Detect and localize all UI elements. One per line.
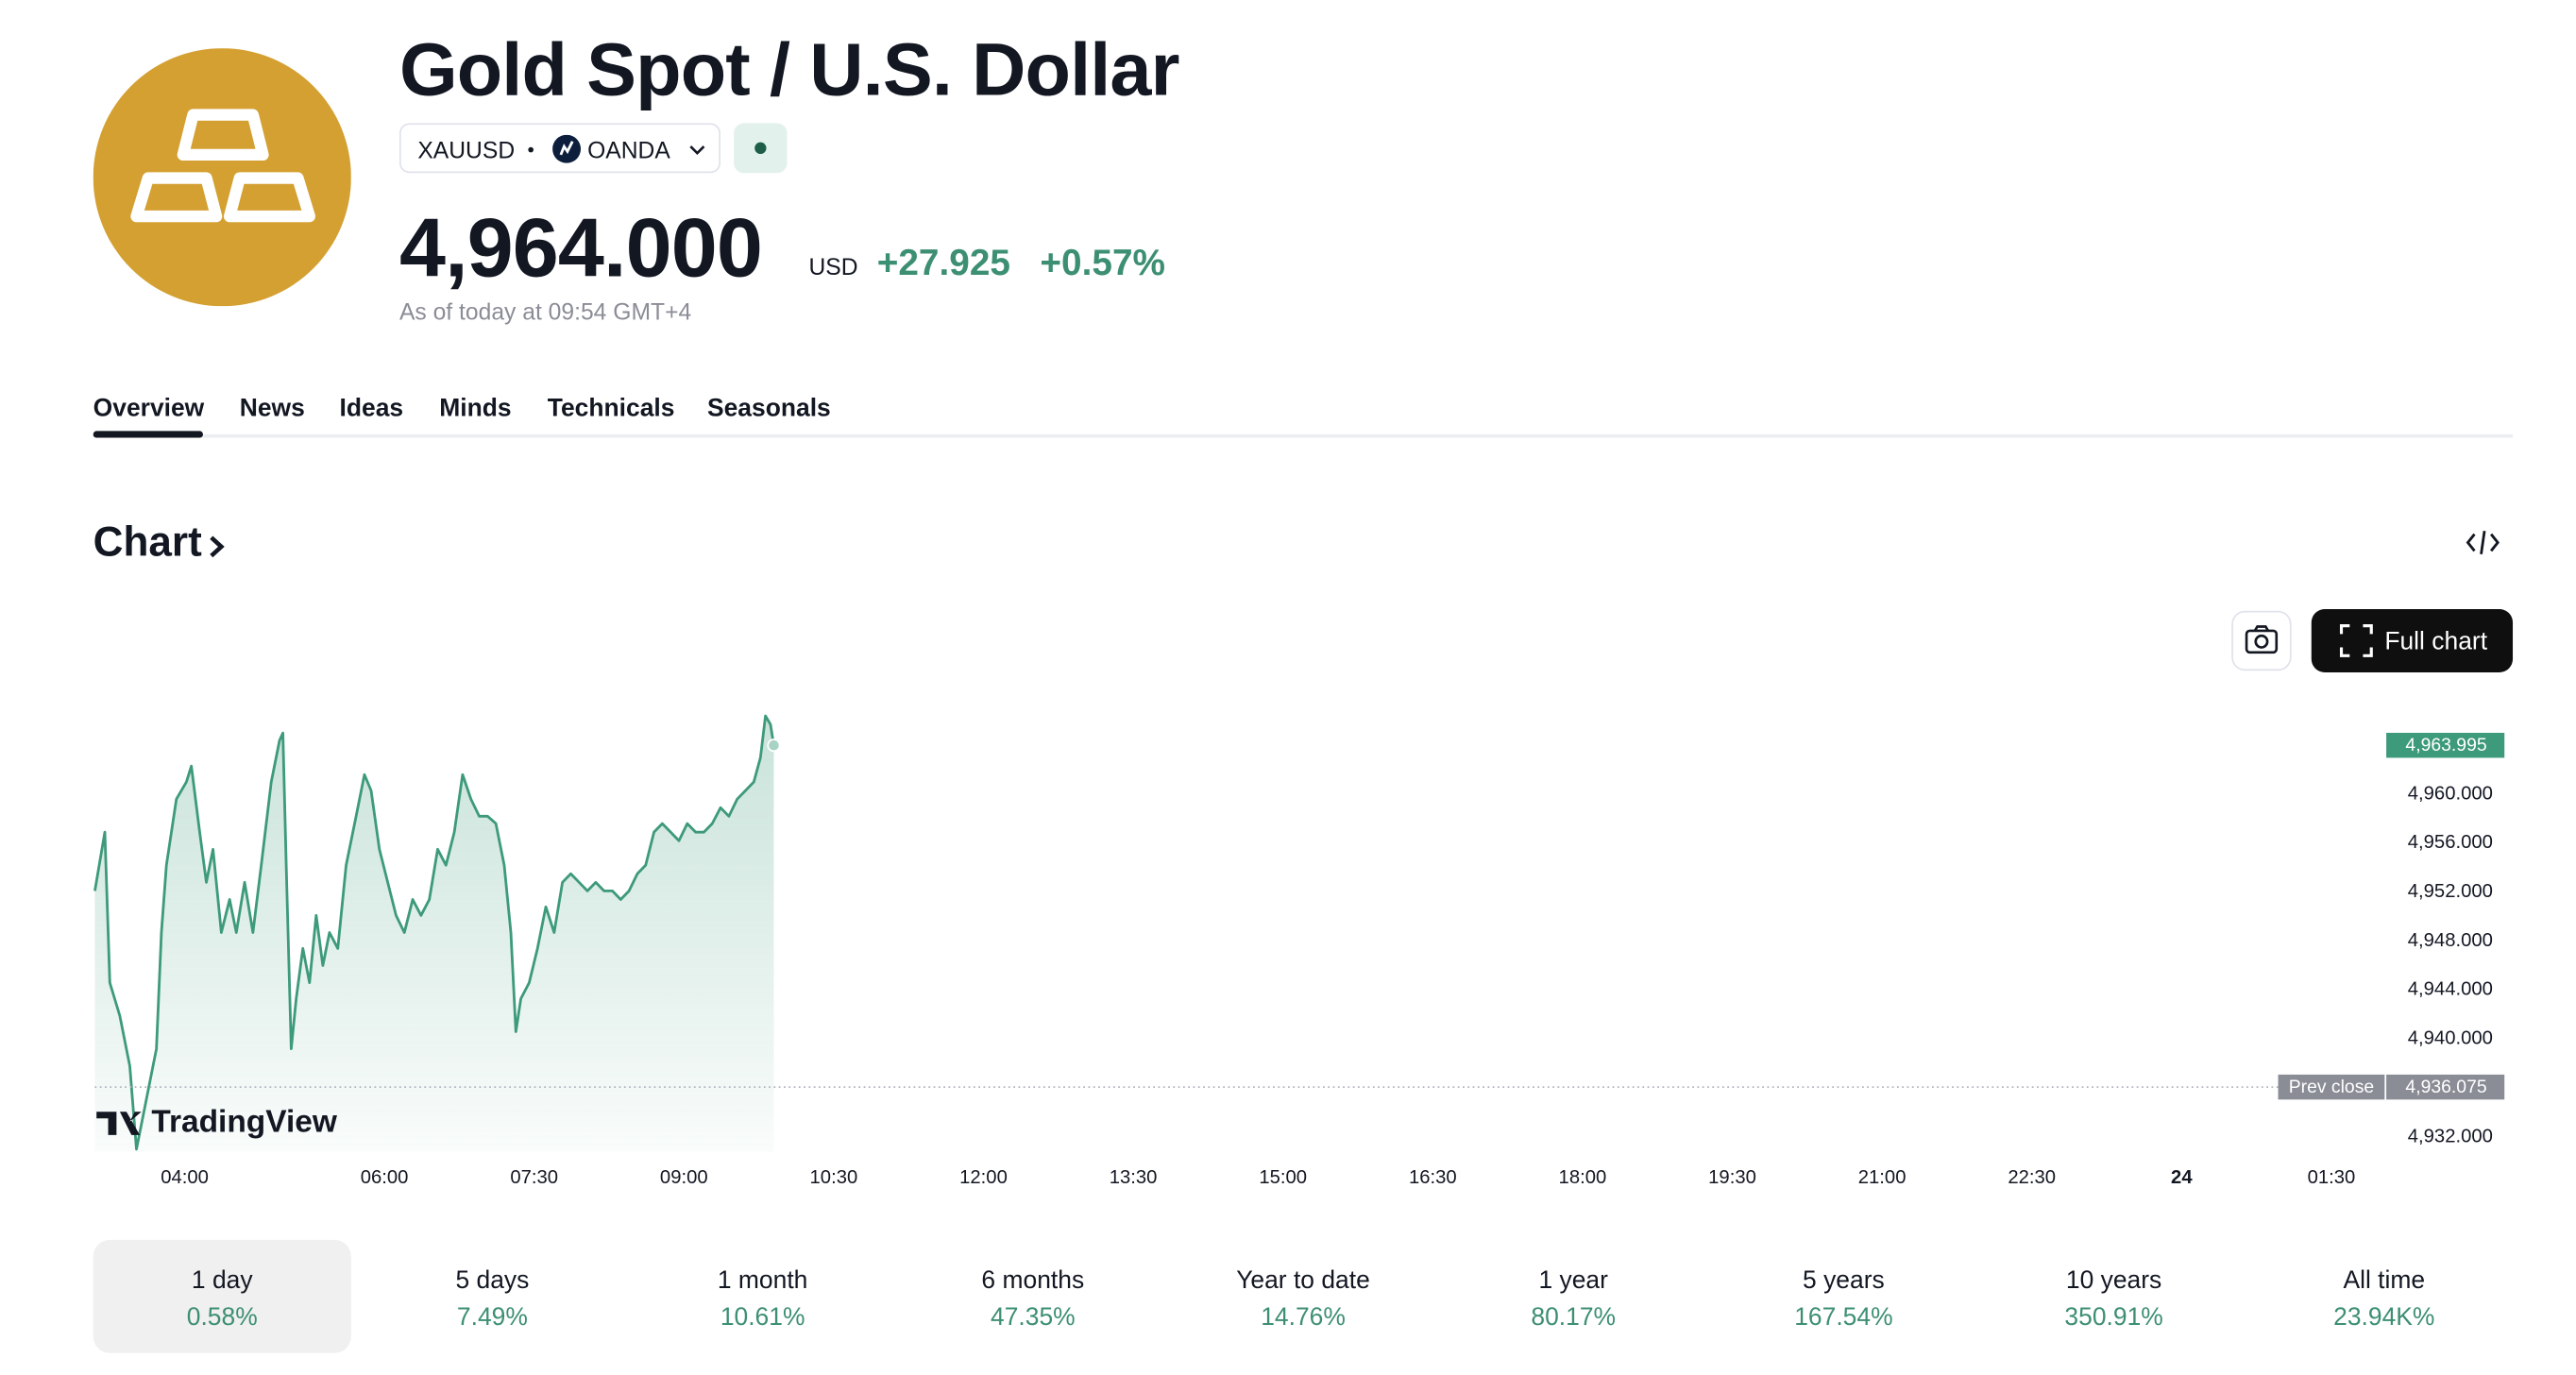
full-chart-button[interactable]: Full chart [2311, 608, 2514, 672]
title: Gold Spot / U.S. Dollar [398, 26, 1180, 112]
x-tick-label: 09:00 [660, 1167, 708, 1188]
period-label: 1 month [717, 1266, 808, 1296]
y-tick-label: 4,960.000 [2408, 783, 2493, 804]
y-tick-label: 4,952.000 [2408, 881, 2493, 902]
x-tick-label: 19:30 [1708, 1167, 1756, 1188]
period-label: 5 days [455, 1266, 530, 1296]
period-label: Year to date [1236, 1266, 1370, 1296]
period-change: 350.91% [2064, 1302, 2163, 1332]
last-price-label: 4,963.995 [2405, 735, 2486, 755]
watermark: TradingView [96, 1104, 338, 1139]
period-change: 7.49% [456, 1302, 528, 1332]
x-tick-label: 04:00 [161, 1167, 209, 1188]
period-button[interactable]: 1 month 10.61% [634, 1240, 891, 1353]
period-button[interactable]: 6 months 47.35% [904, 1240, 1161, 1353]
period-button[interactable]: 5 days 7.49% [364, 1240, 621, 1353]
section-title[interactable]: Chart [93, 518, 202, 567]
price-line [93, 714, 775, 1151]
period-label: 10 years [2065, 1266, 2162, 1296]
x-tick-label: 16:30 [1409, 1167, 1457, 1188]
tab[interactable]: News [239, 394, 305, 423]
tab[interactable]: Technicals [547, 394, 675, 423]
exchange: OANDA [587, 136, 670, 163]
chevron [689, 145, 705, 155]
period-change: 10.61% [720, 1302, 805, 1332]
x-tick-label: 24 [2171, 1167, 2193, 1188]
tab[interactable]: Ideas [339, 394, 404, 423]
period-label: 5 years [1803, 1266, 1885, 1296]
logo [93, 48, 351, 307]
period-change: 167.54% [1794, 1302, 1893, 1332]
period-change: 47.35% [990, 1302, 1076, 1332]
tab[interactable]: Seasonals [706, 394, 831, 423]
button-label: Full chart [2384, 627, 2488, 656]
period-label: 1 day [191, 1266, 253, 1296]
x-tick-label: 18:00 [1559, 1167, 1607, 1188]
period-label: 6 months [981, 1266, 1085, 1296]
prev-close-tag [2278, 1074, 2385, 1100]
prev-close-badge [2386, 1074, 2505, 1100]
market-status[interactable] [734, 123, 788, 174]
y-tick-label: 4,948.000 [2408, 930, 2493, 951]
as-of: As of today at 09:54 GMT+4 [398, 297, 692, 325]
period-button[interactable]: All time 23.94K% [2255, 1240, 2513, 1353]
period-change: 23.94K% [2333, 1302, 2435, 1332]
last-price-badge [2386, 732, 2505, 758]
tab-rule [93, 433, 2514, 438]
y-tick-label: 4,940.000 [2408, 1028, 2493, 1049]
x-tick-label: 15:00 [1259, 1167, 1307, 1188]
snapshot-button[interactable] [2231, 610, 2292, 671]
change-percent: +0.57% [1040, 241, 1166, 283]
x-tick-label: 12:00 [959, 1167, 1008, 1188]
period-change: 80.17% [1531, 1302, 1617, 1332]
section-arrow [210, 535, 225, 558]
period-button[interactable]: 1 year 80.17% [1445, 1240, 1703, 1353]
area-fill [94, 716, 774, 1152]
currency: USD [808, 252, 858, 280]
price: 4,964.000 [398, 201, 763, 295]
prev-close-label: 4,936.075 [2405, 1077, 2486, 1097]
prev-close-name: Prev close [2289, 1077, 2374, 1097]
exchange-icon [552, 134, 582, 163]
x-tick-label: 07:30 [510, 1167, 558, 1188]
last-point [767, 738, 781, 753]
embed-button[interactable] [2465, 526, 2501, 559]
chart: TradingView 04:00 06:00 07:30 09:00 10:30 12:… [93, 714, 2505, 1188]
period-label: All time [2343, 1266, 2426, 1296]
period-change: 0.58% [186, 1302, 258, 1332]
x-tick-label: 06:00 [361, 1167, 409, 1188]
period-button[interactable]: Year to date 14.76% [1174, 1240, 1432, 1353]
watermark-text: TradingView [151, 1104, 337, 1139]
tab[interactable]: Overview [93, 394, 205, 423]
symbol-selector[interactable]: XAUUSD OANDA [398, 123, 721, 174]
period-button[interactable]: 1 day 0.58% [93, 1239, 351, 1353]
period-button[interactable]: 10 years 350.91% [1985, 1240, 2243, 1353]
x-tick-label: 13:30 [1110, 1167, 1158, 1188]
x-tick-label: 22:30 [2008, 1167, 2056, 1188]
tab-indicator [93, 431, 203, 438]
separator [528, 146, 534, 153]
period-button[interactable]: 5 years 167.54% [1715, 1240, 1973, 1353]
x-tick-label: 21:00 [1858, 1167, 1907, 1188]
period-label: 1 year [1538, 1266, 1608, 1296]
change: +27.925 [876, 241, 1010, 283]
y-tick-label: 4,932.000 [2408, 1126, 2493, 1146]
tab[interactable]: Minds [439, 394, 512, 423]
x-tick-label: 01:30 [2308, 1167, 2356, 1188]
x-tick-label: 10:30 [810, 1167, 858, 1188]
period-change: 14.76% [1261, 1302, 1346, 1332]
y-tick-label: 4,944.000 [2408, 979, 2493, 1000]
y-tick-label: 4,956.000 [2408, 832, 2493, 853]
symbol: XAUUSD [417, 136, 516, 163]
